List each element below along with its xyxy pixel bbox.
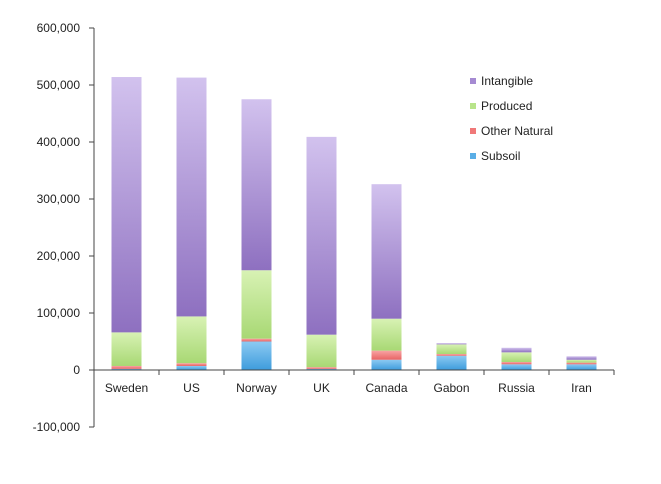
bar-norway-intangible <box>241 99 272 271</box>
bar-sweden-subsoil <box>111 368 142 370</box>
bar-russia-intangible <box>501 347 532 353</box>
bar-canada-other-natural <box>371 350 402 360</box>
legend-swatch-other-natural <box>470 128 476 134</box>
y-tick-label: -100,000 <box>33 420 81 434</box>
bar-iran-intangible <box>566 356 597 360</box>
axes-layer: Sweden US Norway UK Canada Gabon Russia Iran -10… <box>33 21 615 434</box>
bars-layer <box>111 77 597 370</box>
y-tick-label: 0 <box>73 363 80 377</box>
bar-norway-other-natural <box>241 338 272 342</box>
legend-swatch-produced <box>470 103 476 109</box>
bar-canada-produced <box>371 318 402 351</box>
y-tick-label: 400,000 <box>37 135 81 149</box>
bar-uk-intangible <box>306 136 337 335</box>
x-tick-label-iran: Iran <box>571 381 592 395</box>
bar-iran-produced <box>566 359 597 363</box>
y-tick-label: 600,000 <box>37 21 81 35</box>
bar-canada-intangible <box>371 184 402 319</box>
legend-swatch-subsoil <box>470 153 476 159</box>
bar-gabon-subsoil <box>436 355 467 370</box>
bar-sweden-produced <box>111 332 142 367</box>
x-tick-label-russia: Russia <box>498 381 535 395</box>
legend-label-intangible: Intangible <box>481 74 533 88</box>
legend-label-subsoil: Subsoil <box>481 149 520 163</box>
legend-label-other-natural: Other Natural <box>481 124 553 138</box>
bar-gabon-other-natural <box>436 354 467 356</box>
y-tick-label: 100,000 <box>37 306 81 320</box>
bar-iran-subsoil <box>566 364 597 370</box>
legend-swatch-intangible <box>470 78 476 84</box>
bar-russia-other-natural <box>501 362 532 365</box>
bar-uk-subsoil <box>306 368 337 370</box>
x-tick-label-canada: Canada <box>365 381 407 395</box>
x-tick-label-uk: UK <box>313 381 330 395</box>
legend: Intangible Produced Other Natural Subsoil <box>470 74 553 163</box>
x-tick-label-gabon: Gabon <box>433 381 469 395</box>
bar-russia-subsoil <box>501 364 532 370</box>
bar-us-subsoil <box>176 366 207 370</box>
y-tick-label: 500,000 <box>37 78 81 92</box>
x-tick-label-us: US <box>183 381 200 395</box>
bar-uk-other-natural <box>306 367 337 369</box>
bar-iran-other-natural <box>566 362 597 365</box>
bar-sweden-intangible <box>111 77 142 333</box>
bar-russia-produced <box>501 352 532 363</box>
bar-uk-produced <box>306 334 337 368</box>
x-tick-label-norway: Norway <box>236 381 277 395</box>
bar-us-produced <box>176 316 207 364</box>
bar-gabon-intangible <box>436 343 467 345</box>
bar-canada-subsoil <box>371 359 402 370</box>
bar-us-intangible <box>176 77 207 317</box>
bar-norway-produced <box>241 270 272 339</box>
legend-label-produced: Produced <box>481 99 532 113</box>
y-tick-label: 300,000 <box>37 192 81 206</box>
bar-sweden-other-natural <box>111 366 142 369</box>
bar-us-other-natural <box>176 363 207 367</box>
bar-norway-subsoil <box>241 341 272 370</box>
x-tick-label-sweden: Sweden <box>105 381 148 395</box>
y-tick-label: 200,000 <box>37 249 81 263</box>
bar-gabon-produced <box>436 344 467 355</box>
